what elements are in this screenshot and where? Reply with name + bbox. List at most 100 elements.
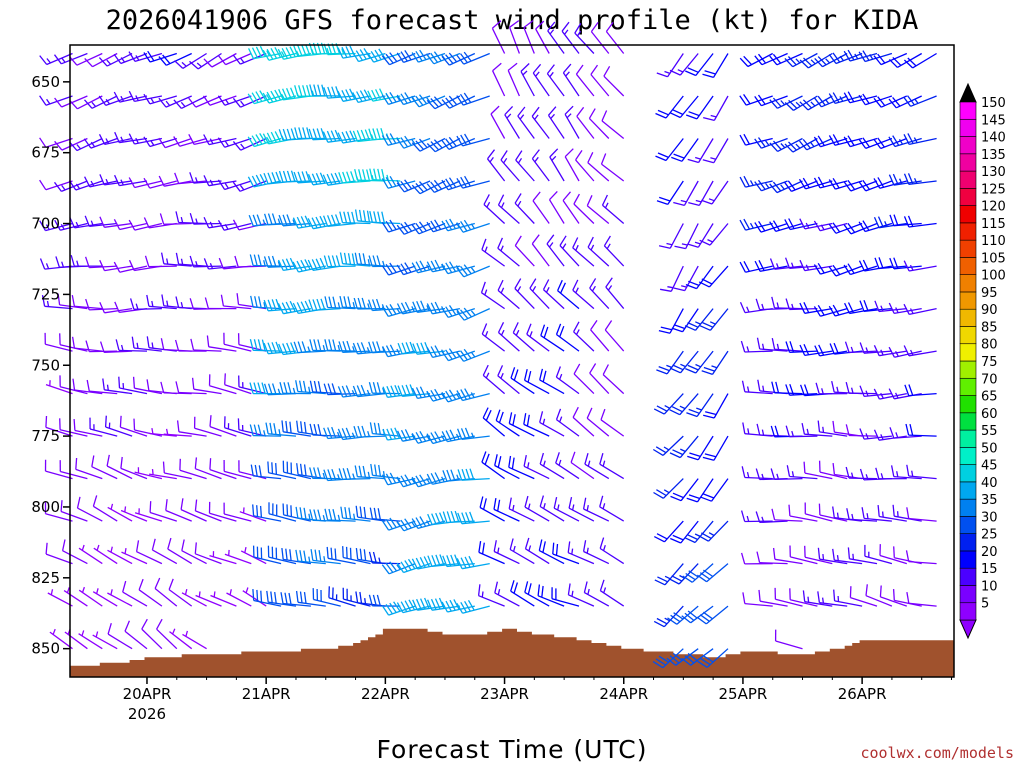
barb-feather [420, 300, 426, 312]
barb-feather [69, 99, 78, 110]
barb-feather [497, 365, 504, 377]
barb-feather [532, 63, 542, 74]
barb-half-feather [822, 554, 825, 560]
barb-feather [342, 468, 348, 480]
barb-feather [874, 257, 880, 269]
barb-feather [366, 210, 371, 223]
barb-half-feather [277, 218, 281, 225]
barb-feather [355, 591, 359, 603]
barb-feather [386, 385, 392, 397]
barb-feather [888, 302, 895, 314]
barb-feather [282, 88, 288, 100]
barb-half-feather [880, 473, 884, 479]
barb-feather [404, 474, 412, 485]
barb-feather [381, 94, 389, 105]
barb-feather [434, 598, 441, 610]
barb-feather [60, 500, 63, 512]
barb-feather [431, 555, 437, 567]
barb-feather [394, 384, 400, 396]
barb-staff [107, 633, 133, 650]
barb-feather [653, 491, 664, 499]
barb-feather [217, 55, 227, 66]
barb-staff [268, 513, 297, 522]
barb-feather [514, 193, 522, 204]
barb-staff [508, 27, 521, 54]
barb-staff [45, 470, 73, 480]
barb-feather [377, 422, 381, 435]
barb-feather [873, 178, 881, 189]
wind-barb [538, 539, 565, 565]
barb-feather [415, 95, 424, 106]
wind-barb [397, 341, 431, 355]
barb-feather [532, 191, 541, 202]
barb-feather [873, 138, 882, 149]
barb-half-feather [484, 289, 488, 296]
barb-half-feather [571, 590, 574, 597]
barb-feather [441, 220, 449, 232]
barb-staff [495, 419, 520, 437]
barb-feather [486, 149, 496, 160]
wind-barb [508, 20, 521, 54]
barb-feather [292, 302, 299, 314]
barb-feather [685, 114, 698, 120]
barb-feather [424, 597, 430, 609]
barb-staff [539, 379, 565, 395]
barb-feather [784, 143, 794, 153]
barb-feather [372, 128, 377, 140]
barb-feather [442, 555, 448, 567]
barb-feather [739, 301, 746, 313]
barb-feather [258, 296, 262, 308]
barb-staff [463, 350, 490, 362]
barb-staff [679, 350, 699, 374]
barb-feather [381, 211, 385, 223]
wind-barb [603, 65, 625, 97]
barb-feather [149, 501, 152, 513]
barb-feather [756, 423, 761, 436]
barb-half-feather [90, 220, 94, 227]
barb-feather [281, 48, 288, 59]
barb-half-feather [307, 346, 311, 353]
barb-feather [385, 176, 393, 188]
barb-staff [792, 137, 818, 153]
wind-barb [248, 45, 282, 60]
barb-feather [445, 306, 453, 317]
barb-feather [464, 388, 471, 399]
barb-feather [411, 52, 419, 63]
barb-feather [523, 369, 528, 381]
wind-barb [492, 62, 506, 97]
barb-feather [671, 575, 683, 582]
barb-feather [256, 589, 259, 602]
barb-staff [589, 372, 610, 395]
barb-staff [178, 391, 207, 395]
barb-feather [439, 512, 445, 524]
barb-feather [698, 535, 709, 542]
wind-barb [769, 137, 803, 152]
barb-feather [381, 605, 390, 616]
barb-feather [206, 335, 210, 347]
wind-barb [151, 538, 178, 565]
barb-feather [862, 93, 870, 104]
barb-feather [843, 224, 852, 235]
barb-staff [548, 199, 565, 224]
wind-barb [654, 563, 684, 586]
barb-staff [403, 95, 431, 106]
barb-half-feather [571, 548, 574, 555]
barb-staff [268, 472, 297, 480]
barb-half-feather [45, 224, 50, 230]
barb-feather [404, 50, 412, 61]
barb-staff [194, 427, 222, 437]
barb-feather [415, 222, 424, 233]
wind-barb [510, 580, 535, 607]
wind-barb [266, 590, 297, 607]
wind-barb [482, 407, 506, 437]
barb-staff [679, 95, 699, 118]
barb-half-feather [576, 30, 582, 37]
barb-feather [375, 298, 381, 311]
wind-barb [338, 468, 371, 480]
barb-half-feather [500, 372, 504, 379]
barb-feather [439, 554, 445, 566]
barb-feather [600, 408, 606, 421]
barb-staff [684, 265, 699, 291]
credit-text[interactable]: coolwx.com/models [860, 744, 1014, 762]
barb-staff [745, 180, 773, 188]
